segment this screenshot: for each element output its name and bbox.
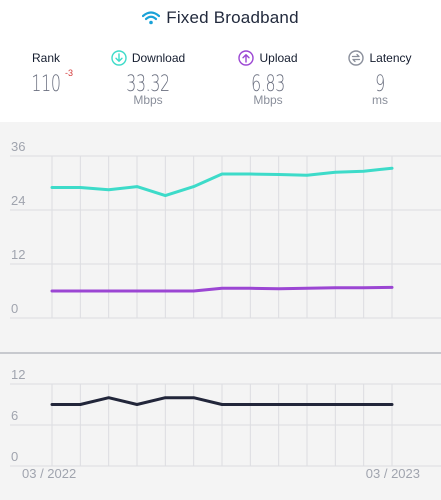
series-line-upload (50, 285, 394, 293)
download-label: Download (131, 51, 186, 65)
charts-area: 0 12 24 36 0 6 12 03 / 2022 03 / 2023 (0, 139, 441, 481)
rank-stat: Rank 110 (18, 48, 74, 97)
rank-label: Rank (31, 51, 60, 65)
series-line-download (50, 166, 394, 198)
upload-label: Upload (259, 51, 298, 65)
upload-header: Upload (228, 48, 308, 68)
upload-unit: Mbps (253, 93, 283, 107)
download-stat: Download 33.32 Mbps (100, 48, 196, 107)
y-tick-label: 6 (11, 408, 18, 423)
upload-value: 6.83 (251, 72, 285, 97)
download-value: 33.32 (126, 72, 170, 97)
wifi-icon (142, 11, 161, 25)
series-line-latency (50, 396, 394, 406)
page-title: Fixed Broadband (166, 8, 299, 27)
x-tick-label-start: 03 / 2022 (22, 466, 76, 481)
y-tick-label: 0 (11, 301, 18, 316)
x-tick-label-end: 03 / 2023 (366, 466, 420, 481)
download-icon (111, 50, 127, 66)
y-tick-label: 24 (11, 193, 25, 208)
upload-stat: Upload 6.83 Mbps (228, 48, 308, 107)
latency-chart: 0 6 12 03 / 2022 03 / 2023 (10, 367, 441, 481)
rank-value: 110 (31, 72, 61, 97)
header: Fixed Broadband Rank 110 -3 Download 33.… (0, 0, 441, 122)
rank-header: Rank (18, 48, 74, 68)
upload-icon (238, 50, 255, 66)
download-unit: Mbps (133, 93, 163, 107)
y-tick-label: 0 (11, 449, 18, 464)
latency-unit: ms (372, 93, 388, 107)
y-tick-label: 12 (11, 247, 25, 262)
latency-icon (348, 50, 365, 66)
title-row: Fixed Broadband (0, 6, 441, 30)
y-tick-label: 12 (11, 367, 25, 382)
latency-label: Latency (369, 51, 412, 65)
rank-change: -3 (65, 68, 74, 78)
speed-chart: 0 12 24 36 (10, 139, 441, 319)
y-tick-label: 36 (11, 139, 25, 154)
latency-stat: Latency 9 ms (338, 48, 422, 107)
latency-value: 9 (375, 72, 385, 97)
download-header: Download (100, 48, 196, 68)
latency-header: Latency (338, 48, 422, 68)
